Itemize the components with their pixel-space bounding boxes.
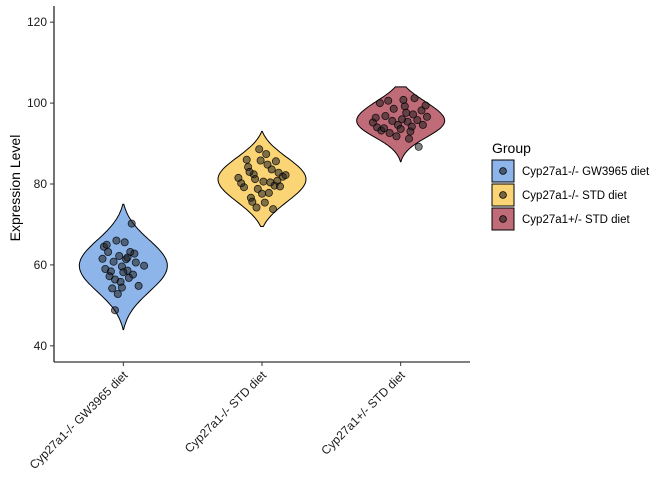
data-point [104, 247, 113, 256]
legend: Group Cyp27a1-/- GW3965 diet Cyp27a1-/- S… [491, 140, 650, 231]
data-point [248, 197, 257, 206]
data-point [127, 219, 136, 228]
data-point [112, 236, 121, 245]
data-point [399, 95, 408, 104]
y-tick-label: 60 [34, 258, 48, 272]
data-point [251, 175, 260, 184]
data-point [281, 171, 290, 180]
data-points [98, 94, 431, 315]
legend-label: Cyp27a1+/- STD diet [522, 214, 631, 226]
data-point [404, 134, 413, 143]
data-point [410, 94, 419, 103]
data-point [384, 96, 393, 105]
data-point [119, 268, 128, 277]
y-tick-label: 80 [34, 177, 48, 191]
data-point [418, 120, 427, 129]
data-point [381, 112, 390, 121]
data-point [131, 258, 140, 267]
data-point [371, 113, 380, 122]
data-point [252, 203, 261, 212]
y-tick-label: 120 [27, 15, 47, 29]
data-point [422, 112, 431, 121]
data-point [134, 281, 143, 290]
data-point [108, 284, 117, 293]
data-point [392, 132, 401, 141]
y-tick-label: 40 [34, 339, 48, 353]
legend-key-point [499, 167, 507, 175]
data-point [402, 108, 411, 117]
x-tick-label: Cyp27a1-/- GW3965 diet [27, 368, 131, 472]
data-point [379, 124, 388, 133]
data-point [111, 306, 120, 315]
x-tick-label: Cyp27a1+/- STD diet [318, 368, 408, 458]
legend-key-point [499, 215, 507, 223]
data-point [388, 116, 397, 125]
data-point [140, 261, 149, 270]
data-point [396, 125, 405, 134]
legend-label: Cyp27a1-/- STD diet [522, 190, 628, 202]
data-point [113, 289, 122, 298]
legend-label: Cyp27a1-/- GW3965 diet [522, 166, 650, 178]
data-point [421, 101, 430, 110]
legend-key-point [499, 191, 507, 199]
data-point [115, 251, 124, 260]
data-point [101, 264, 110, 273]
data-point [109, 257, 118, 266]
data-point [256, 156, 265, 165]
data-point [400, 102, 409, 111]
data-point [269, 205, 278, 214]
data-point [407, 122, 416, 131]
y-tick-label: 100 [27, 96, 47, 110]
data-point [120, 238, 129, 247]
data-point [262, 150, 271, 159]
data-point [260, 198, 269, 207]
data-point [259, 177, 268, 186]
data-point [98, 254, 107, 263]
data-point [414, 142, 423, 151]
data-point [117, 283, 126, 292]
data-point [255, 145, 264, 154]
data-point [245, 167, 254, 176]
data-point [257, 189, 266, 198]
legend-title: Group [492, 140, 531, 156]
data-point [266, 178, 275, 187]
data-point [273, 176, 282, 185]
data-point [375, 99, 384, 108]
data-point [123, 253, 132, 262]
x-axis: Cyp27a1-/- GW3965 diet Cyp27a1-/- STD die… [27, 361, 470, 472]
data-point [389, 104, 398, 113]
data-point [413, 116, 422, 125]
y-axis: 40 60 80 100 120 [27, 6, 55, 362]
data-point [242, 155, 251, 164]
data-point [263, 160, 272, 169]
data-point [102, 240, 111, 249]
data-point [237, 179, 246, 188]
y-axis-title: Expression Level [7, 135, 23, 242]
data-point [385, 128, 394, 137]
data-point [271, 157, 280, 166]
data-point [124, 273, 133, 282]
data-point [130, 249, 139, 258]
x-tick-label: Cyp27a1-/- STD diet [182, 368, 270, 456]
data-point [264, 188, 273, 197]
